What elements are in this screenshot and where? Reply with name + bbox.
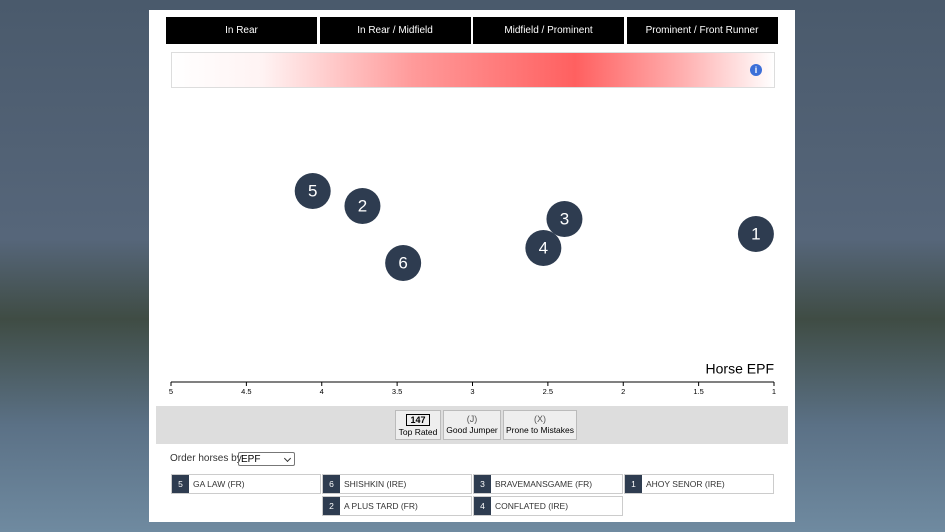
filter-badge: (X): [534, 414, 546, 424]
x-tick-label: 4.5: [241, 387, 251, 396]
info-icon[interactable]: i: [750, 64, 762, 76]
horse-number: 4: [474, 497, 491, 515]
tab[interactable]: Prominent / Front Runner: [626, 17, 778, 44]
filter-badge: 147: [406, 414, 430, 426]
x-tick-label: 1: [772, 387, 776, 396]
x-tick-label: 1.5: [693, 387, 703, 396]
horse-marker: [294, 173, 331, 209]
horse-name: SHISHKIN (IRE): [344, 479, 407, 489]
running-style-gradient: i: [171, 52, 775, 88]
x-tick-label: 3.5: [392, 387, 402, 396]
horse-row[interactable]: 4 CONFLATED (IRE): [473, 496, 623, 516]
horse-name: BRAVEMANSGAME (FR): [495, 479, 593, 489]
horse-marker-label: 1: [751, 224, 760, 243]
horse-marker-label: 3: [560, 209, 569, 228]
horse-marker-label: 5: [308, 181, 317, 200]
x-tick-label: 5: [169, 387, 173, 396]
tab[interactable]: In Rear / Midfield: [319, 17, 471, 44]
horse-number: 2: [323, 497, 340, 515]
horse-name: CONFLATED (IRE): [495, 501, 569, 511]
filter-bar: 147 Top Rated (J) Good Jumper (X) Prone to Mi…: [156, 406, 788, 444]
horse-number: 1: [625, 475, 642, 493]
filter-button[interactable]: 147 Top Rated: [395, 410, 441, 440]
horse-row[interactable]: 6 SHISHKIN (IRE): [322, 474, 472, 494]
horse-name: AHOY SENOR (IRE): [646, 479, 725, 489]
horse-marker-label: 6: [398, 253, 407, 272]
horse-marker: [344, 188, 381, 224]
tab[interactable]: In Rear: [166, 17, 317, 44]
filter-button[interactable]: (X) Prone to Mistakes: [503, 410, 577, 440]
x-tick-label: 4: [320, 387, 324, 396]
filter-label: Good Jumper: [446, 425, 498, 435]
horse-name: A PLUS TARD (FR): [344, 501, 418, 511]
horse-number: 3: [474, 475, 491, 493]
horse-marker-label: 4: [539, 238, 548, 257]
x-tick-label: 2.5: [543, 387, 553, 396]
horse-marker: [546, 201, 583, 237]
horse-name: GA LAW (FR): [193, 479, 245, 489]
horse-marker: [737, 216, 774, 252]
panel: In Rear In Rear / Midfield Midfield / Prom…: [149, 10, 795, 522]
filter-label: Prone to Mistakes: [505, 425, 575, 435]
horse-row[interactable]: 2 A PLUS TARD (FR): [322, 496, 472, 516]
filter-button[interactable]: (J) Good Jumper: [443, 410, 501, 440]
horse-number: 6: [323, 475, 340, 493]
horse-row[interactable]: 1 AHOY SENOR (IRE): [624, 474, 774, 494]
tab[interactable]: Midfield / Prominent: [473, 17, 624, 44]
horse-marker: [385, 245, 422, 281]
filter-label: Top Rated: [398, 427, 438, 437]
order-label: Order horses by: [170, 453, 242, 464]
horse-row[interactable]: 3 BRAVEMANSGAME (FR): [473, 474, 623, 494]
x-axis-label: Horse EPF: [706, 361, 774, 377]
horse-row[interactable]: 5 GA LAW (FR): [171, 474, 321, 494]
order-select[interactable]: EPF: [238, 452, 295, 466]
filter-badge: (J): [466, 414, 478, 424]
x-tick-label: 3: [470, 387, 474, 396]
horse-number: 5: [172, 475, 189, 493]
x-tick-label: 2: [621, 387, 625, 396]
horse-marker-label: 2: [358, 196, 367, 215]
horse-marker: [525, 230, 562, 266]
